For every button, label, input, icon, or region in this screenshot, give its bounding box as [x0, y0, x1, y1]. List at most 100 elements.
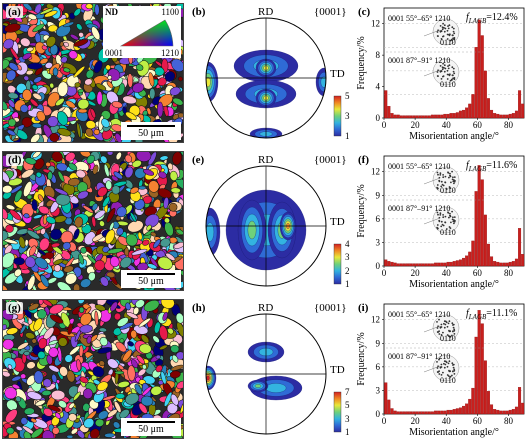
- histogram-bar: [406, 115, 410, 119]
- grain: [77, 108, 88, 114]
- histogram-bar: [518, 387, 522, 415]
- panel-label-pole-figure: (b): [192, 6, 206, 18]
- grain: [158, 171, 167, 179]
- lagb-prefix: f: [466, 12, 469, 23]
- grain: [160, 371, 167, 385]
- panel-label-ebsd: (g): [6, 302, 23, 314]
- lagb-subscript: LAGB: [468, 165, 487, 173]
- grain: [54, 188, 69, 196]
- pf-contour: [247, 220, 257, 240]
- plane-label: {0001}: [314, 6, 347, 18]
- grain: [99, 220, 105, 227]
- scale-bar-label: 50 μm: [138, 128, 164, 139]
- grain: [78, 344, 84, 358]
- grain: [126, 312, 139, 319]
- pf-colorbar: [333, 95, 342, 137]
- x-tick-label: 60: [473, 120, 483, 130]
- lagb-subscript: LAGB: [468, 313, 487, 321]
- ipf-color-key: ND 1100 0001 1210: [103, 6, 181, 58]
- grain: [7, 364, 13, 370]
- histogram-bar: [502, 410, 506, 415]
- grain: [92, 164, 99, 175]
- histogram-bar: [474, 191, 478, 267]
- grain: [27, 238, 39, 249]
- histogram-bar: [521, 402, 525, 415]
- histogram-bar: [508, 261, 512, 267]
- grain: [106, 207, 116, 223]
- scale-bar-label: 50 μm: [138, 424, 164, 435]
- grain: [49, 304, 64, 315]
- histogram-bar: [440, 410, 444, 415]
- misorientation-histogram-panel: 0 20 40 60 80 0 3 6 9 12 Misorientation angle/° Fre…: [354, 148, 530, 296]
- ebsd-map-panel: (g) 50 μm: [2, 299, 184, 439]
- grain: [162, 311, 168, 321]
- grain: [33, 76, 43, 83]
- grain: [86, 154, 95, 164]
- scale-bar: 50 μm: [121, 418, 181, 436]
- grain: [143, 300, 160, 312]
- inset-label-55-65: 0001 55°–65° 1210: [388, 310, 451, 319]
- rd-label: RD: [258, 302, 274, 314]
- histogram-bar: [452, 261, 456, 267]
- x-axis-label: Misorientation angle/°: [409, 427, 499, 438]
- inset-low-label-1: 0110: [440, 186, 456, 195]
- histogram-bar: [449, 409, 453, 415]
- pf-contour: [254, 384, 262, 388]
- grain: [69, 34, 79, 41]
- grain: [14, 189, 23, 203]
- histogram-bar: [418, 411, 422, 415]
- grain: [116, 227, 124, 236]
- grain: [63, 21, 75, 28]
- grain: [109, 256, 120, 268]
- histogram-bar: [471, 94, 475, 119]
- grain: [23, 181, 33, 197]
- histogram-bar: [399, 411, 403, 415]
- grain: [3, 324, 7, 331]
- grain: [17, 342, 29, 350]
- scale-bar: 50 μm: [121, 122, 181, 140]
- histogram-bar: [409, 263, 413, 267]
- grain: [159, 325, 168, 341]
- grain: [159, 344, 168, 350]
- grain: [157, 77, 167, 86]
- grain: [42, 430, 55, 438]
- histogram-bar: [521, 254, 525, 267]
- grain: [94, 4, 100, 16]
- panel-label-pole-figure: (h): [192, 302, 206, 314]
- grain: [178, 152, 183, 160]
- grain: [49, 228, 63, 240]
- histogram-bar: [421, 263, 425, 267]
- grain: [45, 216, 56, 224]
- grain: [86, 335, 92, 344]
- grain: [63, 41, 69, 47]
- grain: [142, 239, 150, 246]
- grain: [160, 300, 175, 309]
- grain: [38, 337, 48, 349]
- histogram-bar: [446, 409, 450, 415]
- scale-bar: 50 μm: [121, 270, 181, 288]
- lagb-value: =12.4%: [486, 12, 518, 23]
- grain: [3, 357, 17, 370]
- grain: [90, 108, 96, 119]
- inset-pole-figure: [432, 206, 460, 234]
- grain: [22, 4, 33, 11]
- grain: [170, 344, 180, 353]
- grain: [112, 421, 121, 429]
- ebsd-grain-map: [3, 300, 183, 438]
- grain: [105, 64, 111, 71]
- grain: [106, 80, 114, 89]
- histogram-bar: [511, 261, 515, 267]
- grain: [125, 302, 131, 311]
- histogram-bar: [406, 411, 410, 415]
- histogram-bar: [499, 262, 503, 267]
- grain: [102, 395, 116, 401]
- colorbar-tick: 1: [345, 427, 350, 437]
- histogram-bar: [387, 399, 391, 415]
- colorbar-tick: 7: [345, 387, 350, 397]
- inset-low-label-2: 0110: [440, 80, 456, 89]
- grain: [82, 205, 94, 213]
- grain: [9, 47, 19, 61]
- grain: [78, 32, 84, 38]
- grain: [138, 402, 148, 414]
- grain: [132, 82, 145, 93]
